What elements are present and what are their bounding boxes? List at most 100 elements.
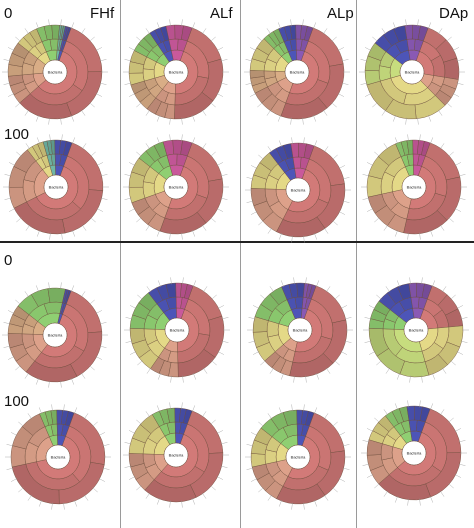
- label-leader-line: [374, 151, 380, 157]
- krona-chart-bot-100-DAp: Bacteria: [361, 400, 467, 506]
- label-leader-line: [81, 224, 87, 231]
- label-leader-line: [417, 19, 419, 27]
- label-leader-line: [217, 351, 225, 355]
- sunburst-segment: [417, 25, 429, 42]
- label-leader-line: [341, 82, 349, 85]
- label-leader-line: [454, 208, 462, 212]
- label-leader-line: [291, 235, 293, 243]
- label-leader-line: [383, 409, 389, 416]
- label-leader-line: [258, 487, 264, 493]
- label-leader-line: [245, 59, 253, 62]
- label-leader-line: [316, 372, 319, 380]
- label-leader-line: [170, 277, 172, 285]
- center-label: Bacteria: [407, 185, 422, 190]
- label-leader-line: [266, 28, 272, 35]
- column-label-alf: ALf: [210, 5, 233, 22]
- label-leader-line: [362, 440, 370, 443]
- center-label: Bacteria: [169, 453, 184, 458]
- label-leader-line: [250, 478, 258, 482]
- center-label: Bacteria: [169, 70, 184, 75]
- label-leader-line: [8, 208, 16, 212]
- label-leader-line: [257, 36, 263, 42]
- label-leader-line: [314, 140, 317, 148]
- label-leader-line: [125, 340, 133, 343]
- label-leader-line: [323, 413, 329, 420]
- sunburst-segment: [63, 140, 73, 157]
- section-divider: [0, 241, 474, 243]
- label-leader-line: [332, 421, 338, 427]
- label-leader-line: [63, 502, 65, 510]
- label-leader-line: [169, 134, 171, 142]
- center-hole: [163, 174, 189, 200]
- label-leader-line: [136, 217, 142, 223]
- label-leader-line: [48, 117, 50, 125]
- label-leader-line: [18, 421, 24, 427]
- label-leader-line: [393, 114, 396, 122]
- label-leader-line: [157, 137, 160, 145]
- label-leader-line: [419, 498, 421, 506]
- label-leader-line: [221, 340, 229, 343]
- label-leader-line: [201, 28, 207, 35]
- label-leader-line: [322, 28, 328, 35]
- label-leader-line: [325, 286, 331, 293]
- sunburst-segment: [305, 410, 315, 427]
- label-leader-line: [385, 286, 391, 293]
- label-leader-line: [124, 442, 132, 445]
- center-hole: [399, 59, 425, 85]
- center-hole: [42, 59, 68, 85]
- label-leader-line: [458, 440, 466, 443]
- label-leader-line: [248, 340, 256, 343]
- center-label: Bacteria: [48, 70, 63, 75]
- label-leader-line: [145, 109, 151, 116]
- label-leader-line: [95, 356, 103, 360]
- label-leader-line: [441, 367, 447, 374]
- label-leader-line: [331, 102, 337, 108]
- krona-chart-top-100-ALp: Bacteria: [245, 137, 351, 243]
- center-label: Bacteria: [48, 333, 63, 338]
- center-hole: [285, 177, 311, 203]
- label-leader-line: [291, 502, 293, 510]
- label-leader-line: [279, 499, 282, 507]
- label-leader-line: [3, 82, 11, 85]
- sunburst-segment: [10, 445, 27, 468]
- krona-chart-top-100-FHf: Bacteria: [3, 134, 109, 240]
- label-leader-line: [60, 19, 62, 27]
- label-leader-line: [338, 478, 346, 482]
- label-leader-line: [192, 497, 195, 505]
- label-leader-line: [24, 28, 30, 35]
- label-leader-line: [376, 360, 382, 366]
- label-leader-line: [74, 499, 77, 507]
- center-label: Bacteria: [290, 70, 305, 75]
- label-leader-line: [448, 151, 454, 157]
- label-leader-line: [36, 114, 39, 122]
- label-leader-line: [8, 162, 16, 166]
- center-label: Bacteria: [170, 328, 185, 333]
- label-leader-line: [98, 478, 106, 482]
- label-leader-line: [439, 409, 445, 416]
- center-label: Bacteria: [49, 185, 64, 190]
- label-leader-line: [220, 82, 228, 85]
- label-leader-line: [181, 117, 183, 125]
- label-leader-line: [456, 59, 464, 62]
- label-leader-line: [383, 143, 389, 150]
- row-label-0-top: 0: [4, 5, 13, 22]
- label-leader-line: [432, 280, 435, 288]
- label-leader-line: [342, 444, 350, 447]
- label-leader-line: [71, 22, 74, 30]
- label-leader-line: [314, 407, 317, 415]
- label-leader-line: [281, 280, 284, 288]
- center-label: Bacteria: [405, 70, 420, 75]
- sunburst-segment: [64, 289, 72, 305]
- label-leader-line: [136, 36, 142, 42]
- label-leader-line: [193, 280, 196, 288]
- label-leader-line: [27, 413, 33, 420]
- label-leader-line: [102, 467, 110, 470]
- label-leader-line: [364, 93, 372, 97]
- label-leader-line: [170, 375, 172, 383]
- label-leader-line: [4, 174, 12, 177]
- label-leader-line: [217, 305, 225, 309]
- label-leader-line: [192, 137, 195, 145]
- label-leader-line: [72, 229, 75, 237]
- label-leader-line: [279, 232, 282, 240]
- label-leader-line: [246, 177, 254, 180]
